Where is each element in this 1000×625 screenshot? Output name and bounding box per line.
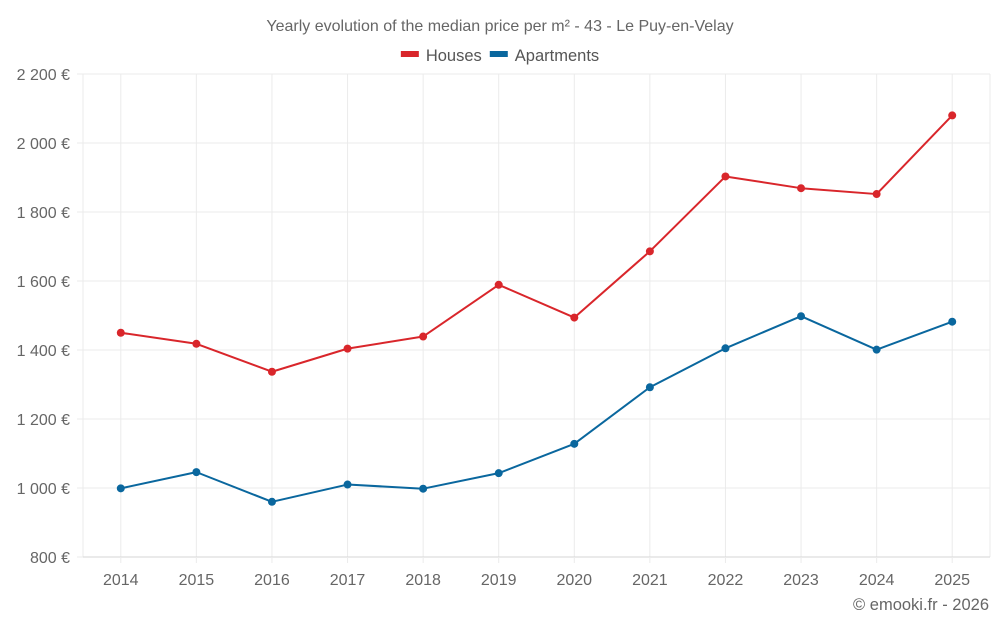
x-tick-label: 2022 xyxy=(708,572,744,589)
x-tick-label: 2024 xyxy=(859,572,895,589)
x-tick-label: 2020 xyxy=(556,572,592,589)
series-line xyxy=(120,114,953,373)
x-tick-label: 2021 xyxy=(632,572,668,589)
data-point xyxy=(494,280,503,289)
data-point xyxy=(419,484,428,493)
data-point xyxy=(343,480,352,489)
y-tick-label: 1 800 € xyxy=(17,205,70,222)
x-tick-label: 2018 xyxy=(405,572,441,589)
y-axis: 800 € 1 000 € 1 200 € 1 400 € 1 600 € 1 800 €… xyxy=(17,67,83,567)
series-line xyxy=(120,315,953,503)
y-tick-label: 2 200 € xyxy=(17,67,70,84)
data-point xyxy=(872,345,881,354)
legend-swatch xyxy=(489,51,508,57)
chart-title: Yearly evolution of the median price per… xyxy=(266,18,733,35)
series xyxy=(116,111,957,506)
x-tick-label: 2019 xyxy=(481,572,517,589)
y-tick-label: 1 600 € xyxy=(17,274,70,291)
data-point xyxy=(267,367,276,376)
legend: Houses Apartments xyxy=(400,47,599,65)
legend-label: Houses xyxy=(426,47,482,65)
data-point xyxy=(116,328,125,337)
data-point xyxy=(192,339,201,348)
x-tick-label: 2016 xyxy=(254,572,290,589)
x-tick-label: 2015 xyxy=(179,572,215,589)
legend-label: Apartments xyxy=(515,47,599,65)
series-apartments xyxy=(116,312,957,506)
x-tick-label: 2017 xyxy=(330,572,366,589)
data-point xyxy=(570,439,579,448)
data-point xyxy=(192,468,201,477)
credit-text: © emooki.fr - 2026 xyxy=(853,596,989,614)
data-point xyxy=(116,484,125,493)
data-point xyxy=(721,172,730,181)
data-point xyxy=(797,312,806,321)
data-point xyxy=(948,111,957,120)
data-point xyxy=(797,184,806,193)
x-tick-label: 2014 xyxy=(103,572,139,589)
data-point xyxy=(494,469,503,478)
y-tick-label: 1 400 € xyxy=(17,343,70,360)
data-point xyxy=(419,332,428,341)
y-tick-label: 2 000 € xyxy=(17,136,70,153)
data-point xyxy=(645,247,654,256)
y-tick-label: 1 000 € xyxy=(17,481,70,498)
data-point xyxy=(948,317,957,326)
x-tick-label: 2023 xyxy=(783,572,819,589)
data-point xyxy=(872,190,881,199)
x-tick-label: 2025 xyxy=(934,572,970,589)
data-point xyxy=(721,344,730,353)
series-houses xyxy=(116,111,957,376)
y-tick-label: 800 € xyxy=(30,550,70,567)
data-point xyxy=(570,313,579,322)
grid xyxy=(77,73,991,558)
x-axis: 2014 2015 2016 2017 2018 2019 2020 2021 2022 2023… xyxy=(103,557,970,589)
legend-swatch xyxy=(400,51,419,57)
y-tick-label: 1 200 € xyxy=(17,412,70,429)
data-point xyxy=(267,497,276,506)
data-point xyxy=(645,383,654,392)
data-point xyxy=(343,344,352,353)
